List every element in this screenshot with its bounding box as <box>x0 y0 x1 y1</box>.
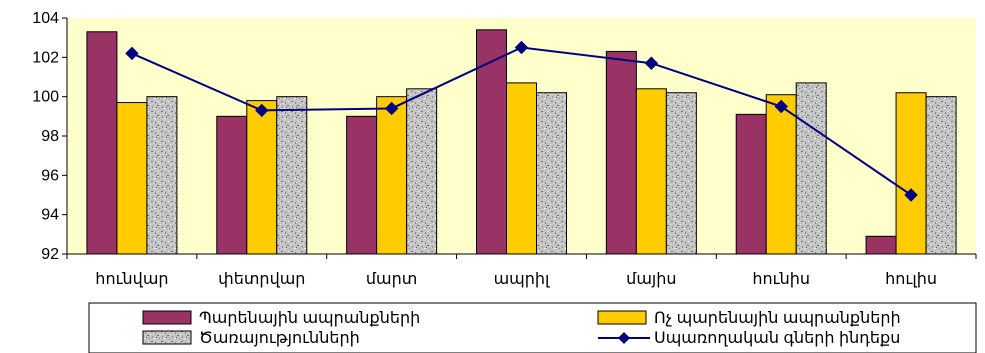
legend-marker <box>618 332 630 344</box>
bar-series-0 <box>735 113 767 255</box>
y-tick-label: 100 <box>32 89 59 106</box>
cpi-point <box>384 101 399 116</box>
bars <box>86 29 957 255</box>
legend-label: Ոչ պարենային ապրանքների <box>654 310 901 327</box>
bar-series-1 <box>246 100 278 255</box>
x-tick-label: ապրիլ <box>494 271 550 288</box>
bar-series-2 <box>536 92 567 255</box>
cpi-point <box>514 40 529 55</box>
bar-series-0 <box>86 31 118 255</box>
bar-series-2 <box>146 96 178 255</box>
bar-series-0 <box>346 115 378 255</box>
cpi-point <box>644 56 659 70</box>
legend-swatch <box>142 330 192 345</box>
cpi-point <box>904 188 918 202</box>
legend: Պարենային ապրանքների Ծառայությունների Ոչ պ… <box>142 310 901 347</box>
bar-series-0 <box>476 29 507 255</box>
bar-series-1 <box>376 96 408 255</box>
bar-series-0 <box>216 115 248 255</box>
bar-series-1 <box>506 82 537 255</box>
cpi-point <box>125 46 139 61</box>
bar-series-1 <box>895 92 927 255</box>
x-tick-label: մարտ <box>366 271 417 288</box>
bar-series-1 <box>635 88 667 255</box>
y-tick-label: 104 <box>32 10 59 27</box>
y-tick-label: 98 <box>41 128 59 145</box>
bar-series-0 <box>605 50 637 255</box>
y-ticks: 92 94 96 98 100 102 104 <box>32 10 67 263</box>
y-tick-label: 92 <box>41 246 59 263</box>
x-tick-label: հունվար <box>95 271 168 288</box>
cpi-line <box>125 40 918 202</box>
bar-series-2 <box>276 96 308 255</box>
cpi-point <box>774 99 788 114</box>
bar-series-2 <box>925 96 957 255</box>
legend-swatch <box>142 310 192 325</box>
y-tick-label: 94 <box>41 207 59 224</box>
bar-series-1 <box>765 94 797 255</box>
x-tick-label: հուլիս <box>885 271 937 288</box>
bar-series-2 <box>795 82 827 255</box>
x-tick-label: փետրվար <box>218 271 305 288</box>
legend-label: Սպառողական գների ինդեքս <box>654 330 900 347</box>
y-tick-label: 96 <box>41 167 59 184</box>
bar-series-2 <box>665 92 697 255</box>
legend-label: Ծառայությունների <box>199 330 360 347</box>
x-tick-label: հունիս <box>752 271 810 288</box>
legend-box <box>88 302 977 353</box>
bar-series-2 <box>406 88 438 255</box>
bar-series-0 <box>865 235 897 255</box>
x-ticks: հունվար փետրվար մարտ ապրիլ մայիս հունիս հուլիս <box>66 254 977 288</box>
legend-swatch <box>597 310 647 325</box>
legend-label: Պարենային ապրանքների <box>199 310 420 327</box>
x-tick-label: մայիս <box>626 271 676 288</box>
y-tick-label: 102 <box>32 49 59 66</box>
bar-series-1 <box>116 102 148 255</box>
cpi-point <box>255 103 269 118</box>
